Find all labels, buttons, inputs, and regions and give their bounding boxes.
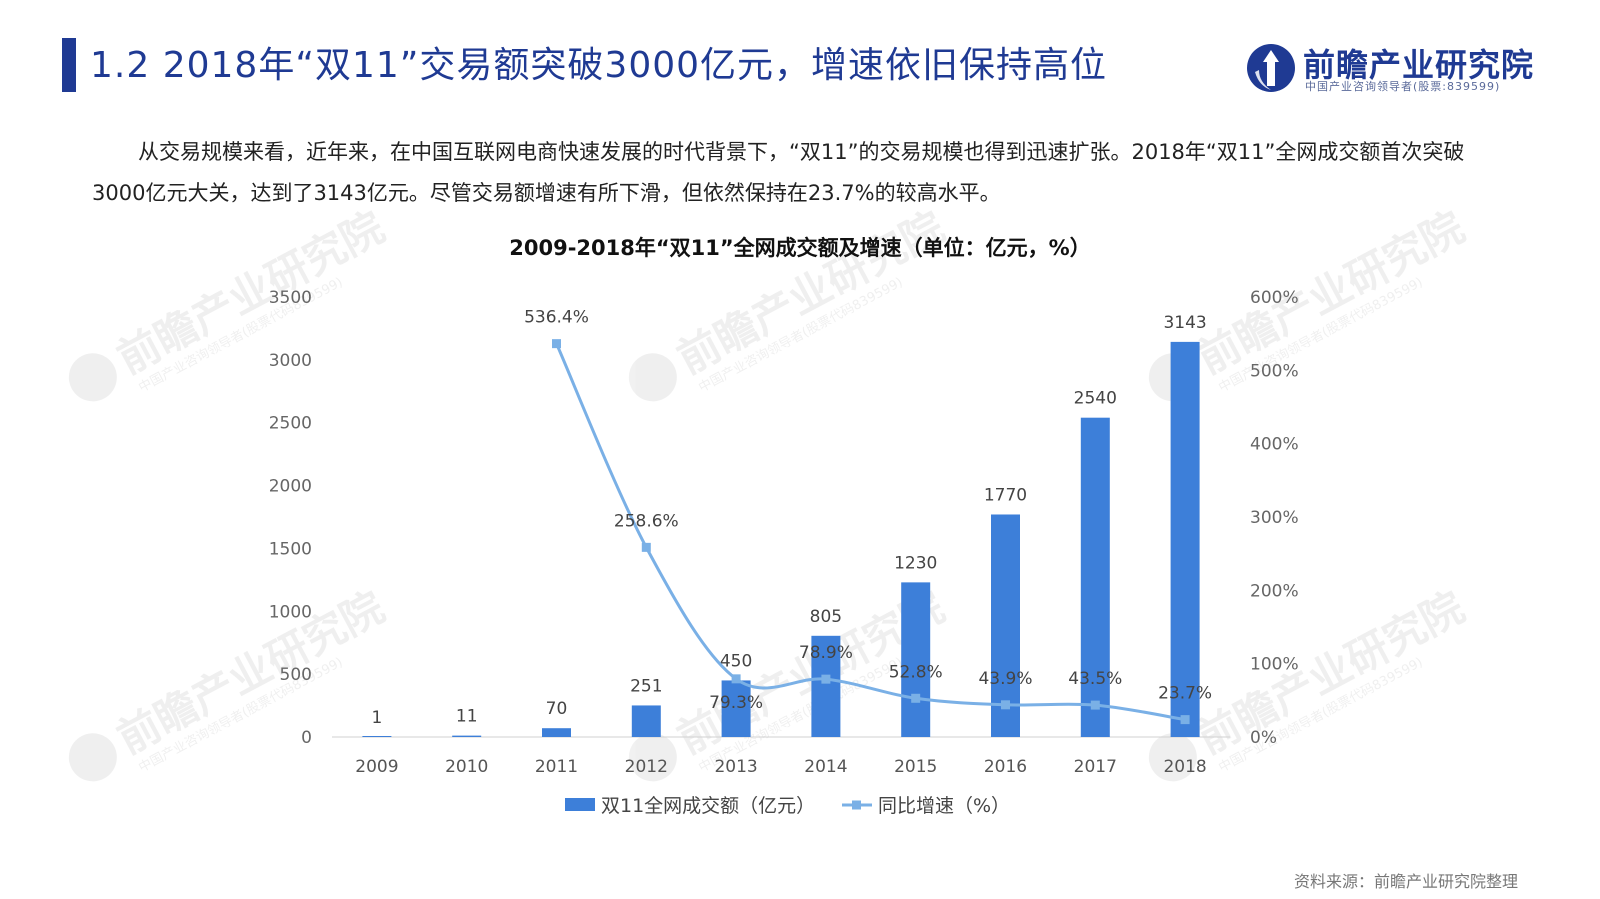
line-marker xyxy=(1090,700,1100,710)
bar-value-label: 70 xyxy=(546,699,568,719)
line-marker xyxy=(552,339,561,349)
line-marker xyxy=(1001,700,1010,710)
logo-name: 前瞻产业研究院 xyxy=(1303,46,1535,84)
page-title: 1.2 2018年“双11”交易额突破3000亿元，增速依旧保持高位 xyxy=(90,45,1108,86)
y-left-tick-label: 1500 xyxy=(269,539,312,559)
watermark-text: 前瞻产业研究院 xyxy=(669,202,952,383)
y-left-tick-label: 1000 xyxy=(269,602,312,622)
watermark-logo-icon xyxy=(628,353,677,402)
line-marker xyxy=(911,693,921,703)
source-note: 资料来源：前瞻产业研究院整理 xyxy=(1293,872,1518,891)
legend-line-marker xyxy=(852,800,861,810)
bar-value-label: 805 xyxy=(810,607,842,627)
title-accent-bar xyxy=(62,38,76,92)
line-value-label: 52.8% xyxy=(889,662,943,682)
line-value-label: 43.5% xyxy=(1068,669,1122,689)
y-right-tick-label: 500% xyxy=(1250,361,1299,381)
bar-value-label: 1 xyxy=(371,708,382,728)
legend-line-label: 同比增速（%） xyxy=(878,795,1010,817)
bar xyxy=(1170,341,1200,737)
logo-subtitle: 中国产业咨询领导者(股票:839599) xyxy=(1305,80,1501,93)
company-logo: 前瞻产业研究院 中国产业咨询领导者(股票:839599) xyxy=(1245,38,1565,98)
line-marker xyxy=(731,674,741,684)
y-left-tick-label: 500 xyxy=(280,665,312,685)
bar xyxy=(631,705,661,737)
bar-value-label: 11 xyxy=(456,707,478,727)
watermark-text: 前瞻产业研究院 xyxy=(109,202,392,383)
watermark-text: 前瞻产业研究院 xyxy=(1189,202,1472,383)
legend-bar-swatch xyxy=(565,798,595,811)
x-tick-label: 2015 xyxy=(894,757,937,777)
line-marker xyxy=(1180,715,1190,725)
growth-line xyxy=(555,343,1186,722)
intro-paragraph: 从交易规模来看，近年来，在中国互联网电商快速发展的时代背景下，“双11”的交易规… xyxy=(92,140,1465,205)
bar-value-label: 1230 xyxy=(894,553,937,573)
y-right-tick-label: 0% xyxy=(1250,728,1277,748)
bar xyxy=(721,680,751,737)
chart-title: 2009-2018年“双11”全网成交额及增速（单位：亿元，%） xyxy=(509,236,1091,260)
x-tick-label: 2012 xyxy=(625,757,668,777)
y-right-tick-label: 400% xyxy=(1250,435,1299,455)
line-value-label: 258.6% xyxy=(614,511,679,531)
bar-value-label: 251 xyxy=(630,676,662,696)
x-tick-label: 2016 xyxy=(984,757,1027,777)
x-tick-label: 2014 xyxy=(804,757,847,777)
x-tick-label: 2010 xyxy=(445,757,488,777)
bar xyxy=(542,728,571,737)
y-left-tick-label: 3000 xyxy=(269,351,312,371)
watermark-text: 前瞻产业研究院 xyxy=(109,582,392,763)
bar xyxy=(811,635,841,737)
y-left-tick-label: 0 xyxy=(301,728,312,748)
bar xyxy=(991,514,1020,737)
bar xyxy=(1080,417,1110,737)
y-left-tick-label: 3500 xyxy=(269,288,312,308)
line-marker xyxy=(821,674,831,684)
bar xyxy=(452,735,482,737)
x-tick-label: 2011 xyxy=(535,757,578,777)
bar-value-label: 450 xyxy=(720,651,752,671)
logo-icon xyxy=(1247,44,1295,92)
x-tick-label: 2017 xyxy=(1074,757,1117,777)
y-left-tick-label: 2500 xyxy=(269,414,312,434)
watermark-logo-icon xyxy=(68,733,117,782)
watermark-logo-icon xyxy=(1148,733,1197,782)
y-right-tick-label: 100% xyxy=(1250,655,1299,675)
line-marker xyxy=(641,542,651,552)
line-value-label: 43.9% xyxy=(978,669,1032,689)
watermark-logo-icon xyxy=(68,353,117,402)
line-value-label: 536.4% xyxy=(524,308,589,328)
watermark-logo-icon xyxy=(628,733,677,782)
line-value-label: 79.3% xyxy=(709,693,763,713)
y-right-tick-label: 200% xyxy=(1250,581,1299,601)
bar-value-label: 1770 xyxy=(984,485,1027,505)
line-value-label: 78.9% xyxy=(799,643,853,663)
y-left-tick-label: 2000 xyxy=(269,477,312,497)
bar xyxy=(901,582,931,737)
x-tick-label: 2018 xyxy=(1163,757,1206,777)
bar-value-label: 2540 xyxy=(1074,389,1117,409)
line-value-label: 23.7% xyxy=(1158,684,1212,704)
legend-bar-label: 双11全网成交额（亿元） xyxy=(601,795,815,817)
x-tick-label: 2013 xyxy=(714,757,757,777)
y-right-tick-label: 300% xyxy=(1250,508,1299,528)
bar-value-label: 3143 xyxy=(1163,313,1206,333)
watermark-text: 前瞻产业研究院 xyxy=(1189,582,1472,763)
y-right-tick-label: 600% xyxy=(1250,288,1299,308)
bar xyxy=(362,736,392,737)
x-tick-label: 2009 xyxy=(355,757,398,777)
